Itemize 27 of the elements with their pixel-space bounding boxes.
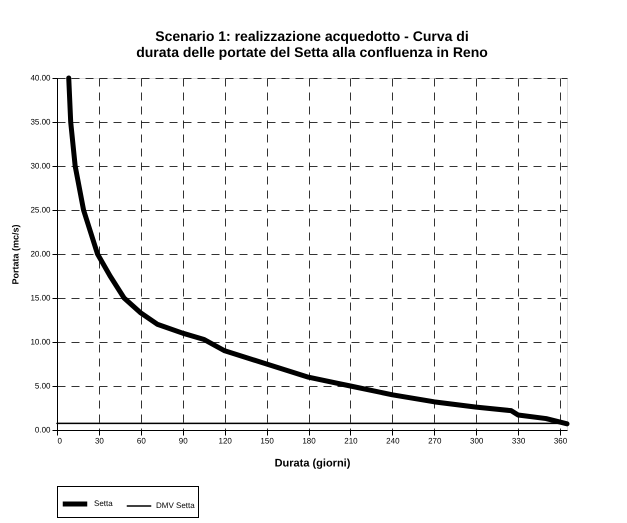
y-tick-label: 20.00 [30,250,52,258]
y-tick-label: 30.00 [30,162,52,170]
chart-title: Scenario 1: realizzazione acquedotto - Curva di durata delle portate del Setta alla confluenza in Reno [136,28,488,60]
x-tick-label: 240 [386,436,400,446]
x-tick-label: 60 [136,436,146,446]
x-tick-label: 360 [554,436,568,446]
x-tick-label: 0 [58,436,62,446]
legend-label: DMV Setta [156,501,196,510]
x-tick-label: 30 [94,436,104,446]
x-tick-label: 300 [470,436,484,446]
x-tick-label: 210 [344,436,358,446]
x-tick-label: 180 [302,436,316,446]
x-axis-title: Durata (giorni) [274,458,351,470]
x-tick-label: 120 [218,436,232,446]
y-tick-label: 40.00 [30,74,52,82]
y-tick-label: 35.00 [30,118,52,126]
legend-label: Setta [94,499,114,508]
x-tick-label: 150 [260,436,274,446]
x-tick-label: 330 [512,436,526,446]
y-tick-label: 15.00 [30,294,52,302]
y-axis-title: Portata (mc/s) [10,224,20,285]
x-tick-label: 270 [428,436,442,446]
y-tick-label: 25.00 [30,206,52,214]
y-tick-label: 5.00 [34,382,52,390]
y-tick-label: 0.00 [34,426,52,434]
x-tick-label: 90 [178,436,188,446]
y-tick-label: 10.00 [30,338,52,346]
